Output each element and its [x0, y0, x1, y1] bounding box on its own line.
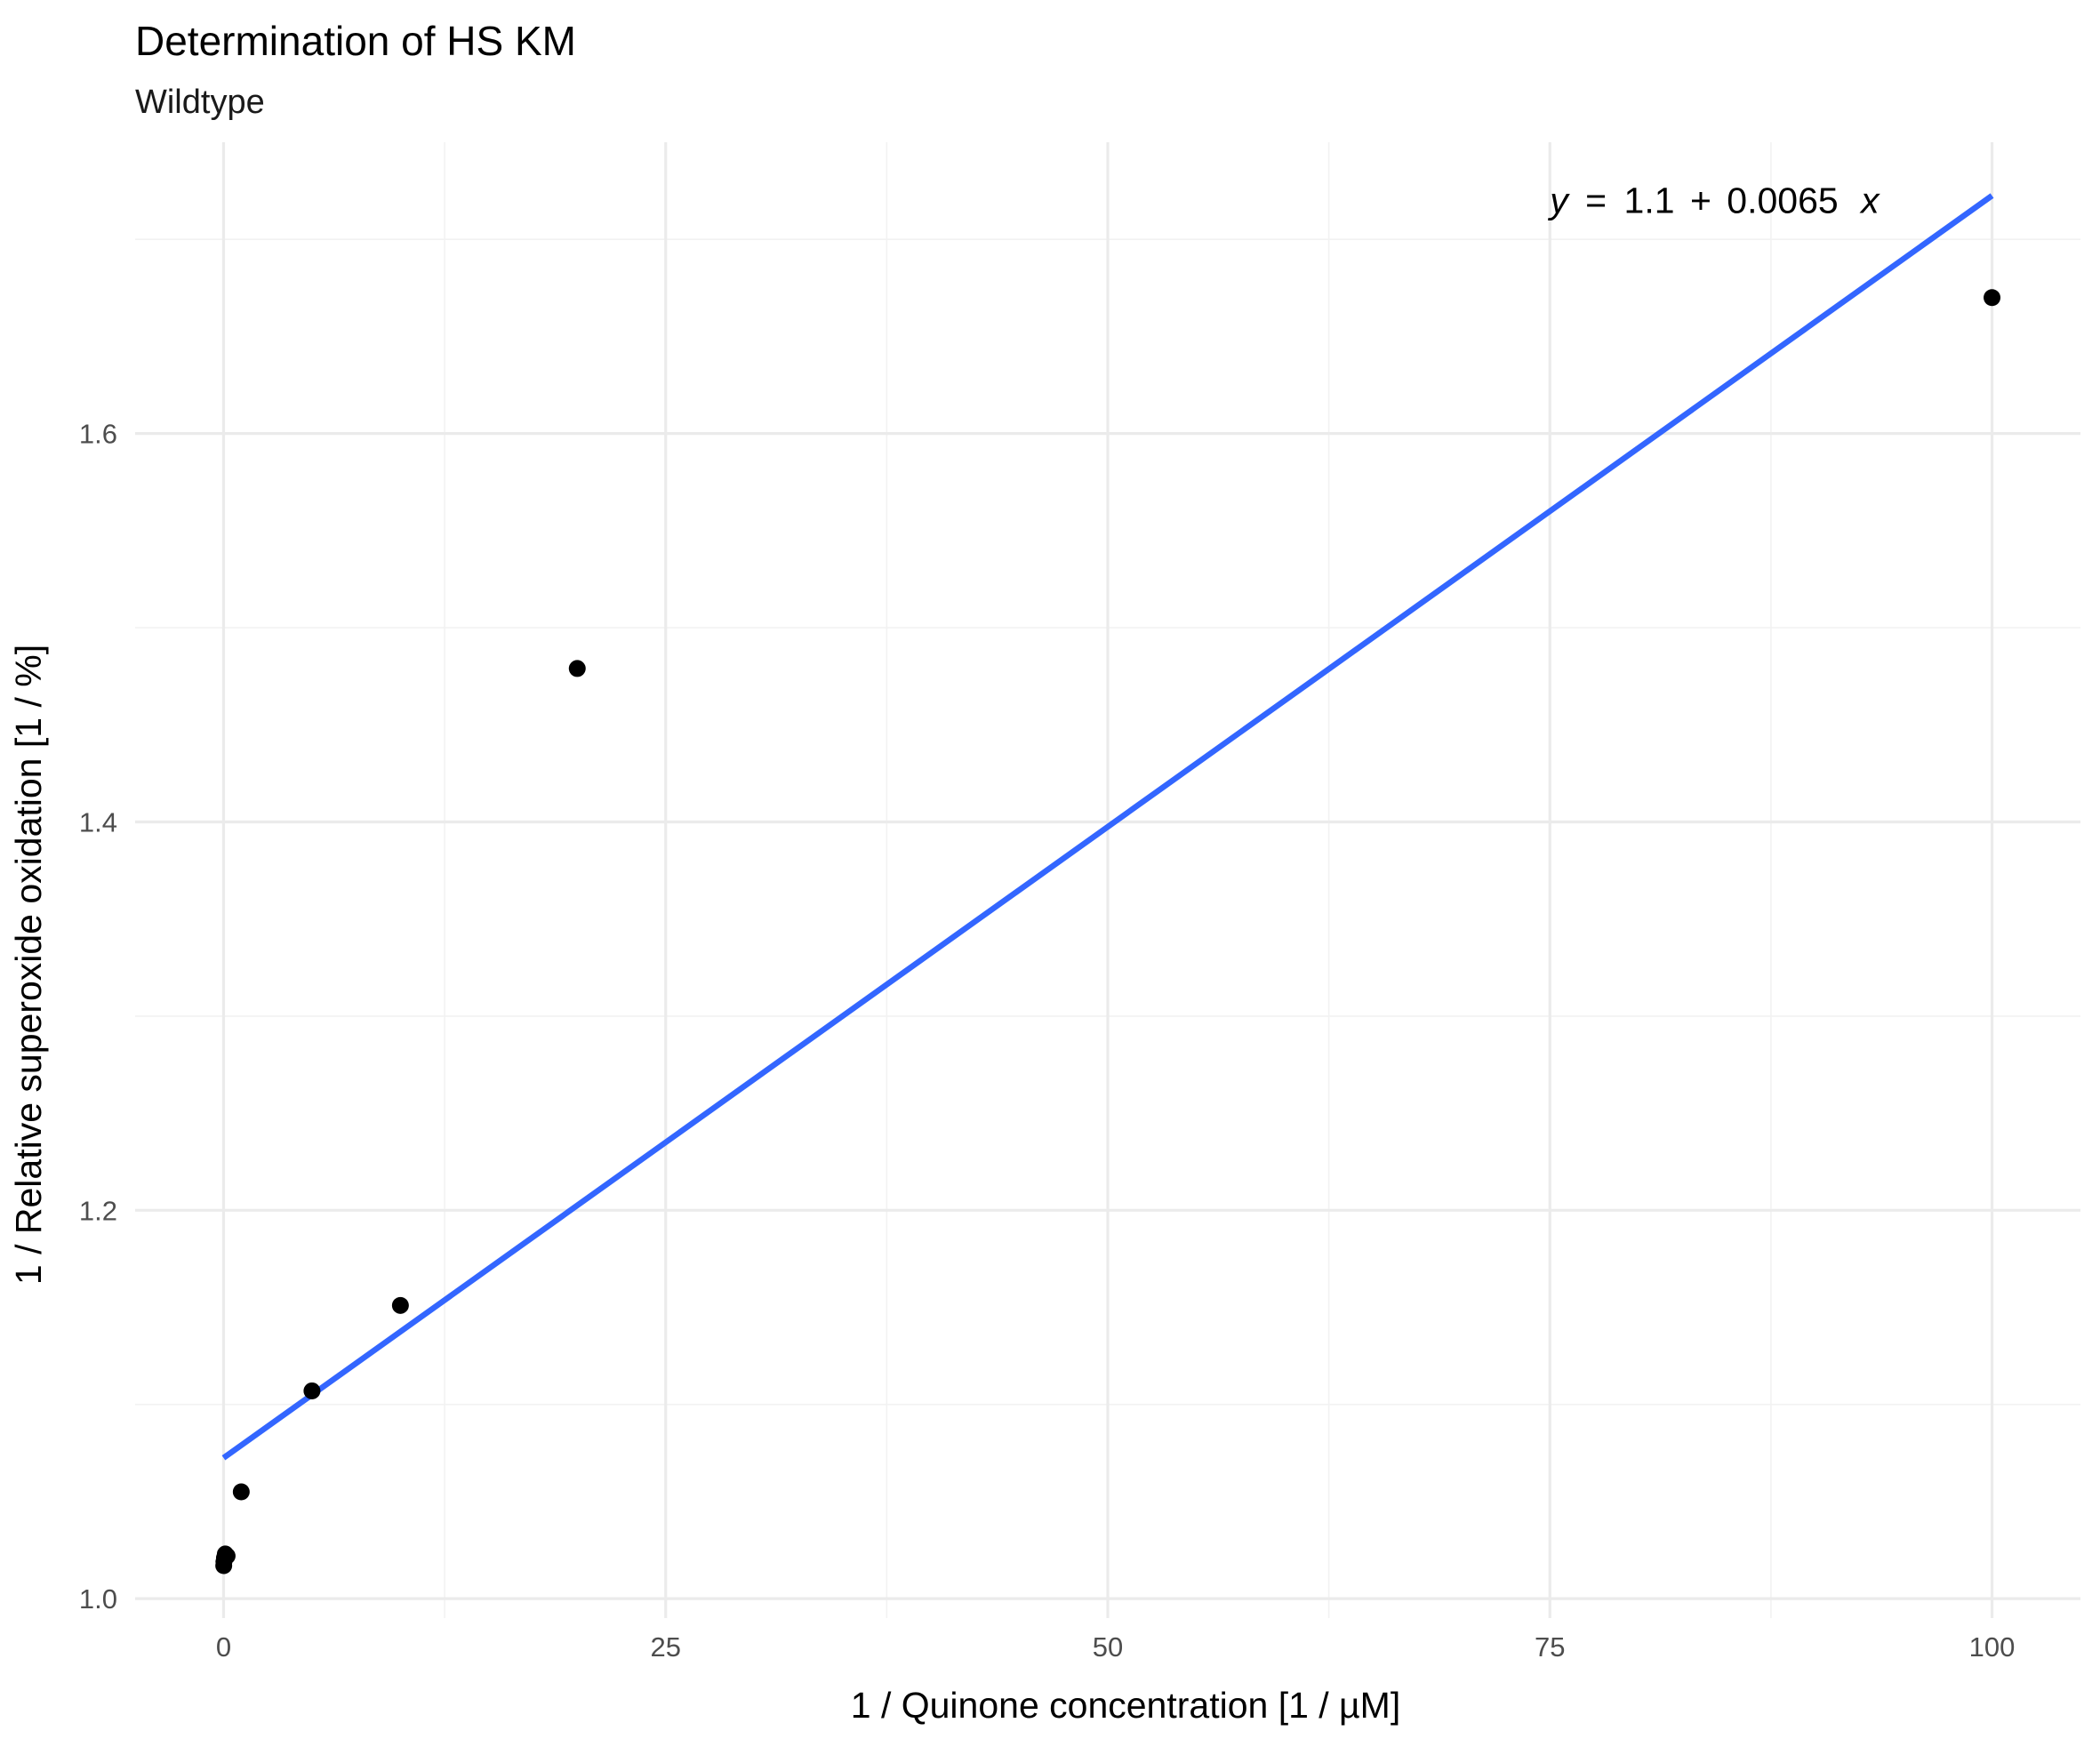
regression-equation: y = 1.1 + 0.0065 x — [1547, 180, 1880, 221]
chart-title: Determination of HS KM — [135, 18, 576, 64]
equation-y-symbol: y — [1547, 180, 1570, 221]
y-tick-label: 1.0 — [79, 1583, 117, 1615]
x-tick-label: 25 — [650, 1631, 680, 1663]
y-tick-label: 1.4 — [79, 806, 117, 837]
y-axis-title: 1 / Relative superoxide oxidation [1 / %… — [8, 645, 49, 1285]
y-tick-label: 1.2 — [79, 1195, 117, 1226]
x-axis-title: 1 / Quinone concentration [1 / µM] — [851, 1685, 1400, 1726]
data-point — [218, 1547, 236, 1565]
data-point — [568, 660, 586, 677]
y-axis-tick-labels: 1.0 1.2 1.4 1.6 — [79, 419, 117, 1615]
equation-plus: + — [1690, 180, 1711, 221]
equation-intercept: 1.1 — [1624, 180, 1675, 221]
data-points — [215, 289, 2001, 1575]
equation-x-symbol: x — [1859, 180, 1880, 221]
regression-line — [221, 193, 1994, 1461]
x-tick-label: 75 — [1535, 1631, 1565, 1663]
x-tick-label: 50 — [1093, 1631, 1123, 1663]
chart-subtitle: Wildtype — [135, 84, 265, 121]
data-point — [303, 1382, 321, 1399]
x-axis-tick-labels: 0 25 50 75 100 — [216, 1631, 2016, 1663]
major-gridlines — [135, 142, 2080, 1618]
equation-slope: 0.0065 — [1727, 180, 1838, 221]
data-point — [391, 1296, 409, 1314]
x-tick-label: 0 — [216, 1631, 231, 1663]
y-tick-label: 1.6 — [79, 419, 117, 450]
data-point — [1984, 289, 2001, 307]
equation-equals: = — [1585, 180, 1607, 221]
regression-layer — [221, 193, 1994, 1461]
data-point — [232, 1483, 250, 1501]
x-tick-label: 100 — [1969, 1631, 2016, 1663]
